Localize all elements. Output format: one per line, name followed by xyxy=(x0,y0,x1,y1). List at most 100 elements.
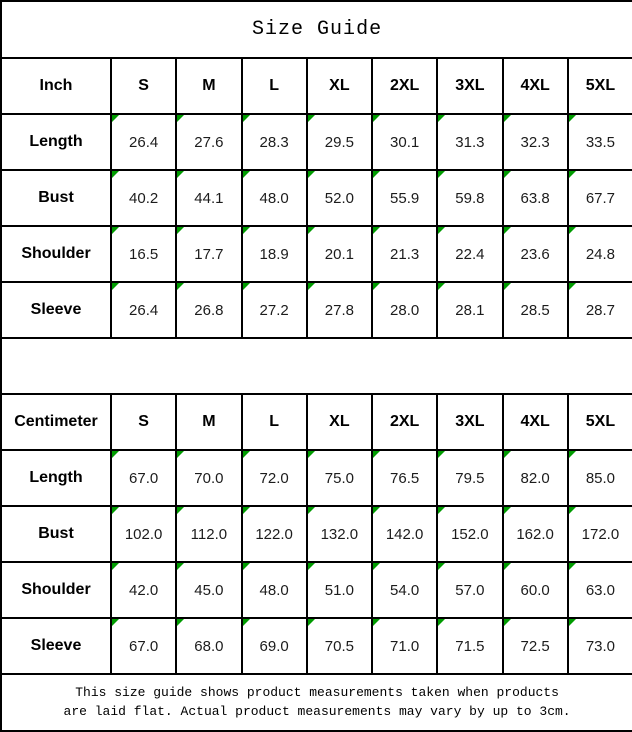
measurement-value: 52.0 xyxy=(305,169,374,227)
measurement-value: 42.0 xyxy=(109,561,178,619)
measurement-value: 67.7 xyxy=(566,169,632,227)
cell-marker-icon xyxy=(439,452,446,458)
measurement-row-sleeve: Sleeve 26.4 26.8 27.2 27.8 28.0 28.1 28.5 28.7 xyxy=(0,281,632,339)
cell-marker-icon xyxy=(308,452,315,458)
spacer-cell xyxy=(0,337,632,395)
measurement-value: 76.5 xyxy=(370,449,439,507)
cell-marker-icon xyxy=(374,228,380,234)
cell-marker-icon xyxy=(374,116,380,122)
cell-marker-icon xyxy=(569,564,576,570)
measurement-label: Length xyxy=(0,449,112,507)
measurement-value: 16.5 xyxy=(109,225,178,283)
measurement-value: 72.5 xyxy=(501,617,569,675)
cell-marker-icon xyxy=(308,508,315,514)
cell-marker-icon xyxy=(113,508,119,514)
cell-marker-icon xyxy=(504,116,511,122)
measurement-label: Shoulder xyxy=(0,561,112,619)
measurement-value: 24.8 xyxy=(566,225,632,283)
footer-note: This size guide shows product measuremen… xyxy=(0,673,632,732)
measurement-row-length: Length 26.4 27.6 28.3 29.5 30.1 31.3 32.3 33.5 xyxy=(0,113,632,171)
cell-marker-icon xyxy=(113,172,119,178)
measurement-value: 51.0 xyxy=(305,561,374,619)
measurement-value: 67.0 xyxy=(109,617,178,675)
cell-marker-icon xyxy=(178,564,185,570)
measurement-value: 28.7 xyxy=(566,281,632,339)
measurement-value: 26.4 xyxy=(109,281,178,339)
size-column-header: L xyxy=(240,393,308,451)
cell-marker-icon xyxy=(504,452,511,458)
cell-marker-icon xyxy=(504,172,511,178)
size-column-header: 5XL xyxy=(566,393,632,451)
cell-marker-icon xyxy=(178,284,185,290)
cell-marker-icon xyxy=(113,564,119,570)
measurement-label: Sleeve xyxy=(0,281,112,339)
measurement-value: 152.0 xyxy=(436,505,504,563)
measurement-value: 28.3 xyxy=(240,113,308,171)
measurement-row-shoulder: Shoulder 42.0 45.0 48.0 51.0 54.0 57.0 60.0 63.0 xyxy=(0,561,632,619)
size-header-row-centimeter: Centimeter S M L XL 2XL 3XL 4XL 5XL xyxy=(0,393,632,451)
size-column-header: S xyxy=(109,393,178,451)
unit-label: Centimeter xyxy=(0,393,112,451)
cell-marker-icon xyxy=(439,228,446,234)
measurement-value: 63.8 xyxy=(501,169,569,227)
cell-marker-icon xyxy=(178,228,185,234)
measurement-value: 68.0 xyxy=(175,617,243,675)
cell-marker-icon xyxy=(178,620,185,626)
measurement-value: 70.0 xyxy=(175,449,243,507)
measurement-value: 27.8 xyxy=(305,281,374,339)
measurement-value: 26.8 xyxy=(175,281,243,339)
size-column-header: M xyxy=(175,393,243,451)
cell-marker-icon xyxy=(243,284,250,290)
cell-marker-icon xyxy=(243,172,250,178)
cell-marker-icon xyxy=(569,172,576,178)
cell-marker-icon xyxy=(569,228,576,234)
measurement-value: 70.5 xyxy=(305,617,374,675)
measurement-value: 48.0 xyxy=(240,561,308,619)
measurement-value: 44.1 xyxy=(175,169,243,227)
size-column-header: XL xyxy=(305,57,374,115)
size-column-header: 5XL xyxy=(566,57,632,115)
measurement-value: 172.0 xyxy=(566,505,632,563)
measurement-value: 69.0 xyxy=(240,617,308,675)
cell-marker-icon xyxy=(569,620,576,626)
cell-marker-icon xyxy=(439,564,446,570)
cell-marker-icon xyxy=(243,508,250,514)
cell-marker-icon xyxy=(308,172,315,178)
cell-marker-icon xyxy=(113,620,119,626)
cell-marker-icon xyxy=(374,452,380,458)
cell-marker-icon xyxy=(308,116,315,122)
size-column-header: XL xyxy=(305,393,374,451)
measurement-label: Shoulder xyxy=(0,225,112,283)
measurement-value: 40.2 xyxy=(109,169,178,227)
cell-marker-icon xyxy=(439,116,446,122)
measurement-value: 18.9 xyxy=(240,225,308,283)
measurement-value: 162.0 xyxy=(501,505,569,563)
measurement-label: Bust xyxy=(0,505,112,563)
cell-marker-icon xyxy=(504,620,511,626)
measurement-row-sleeve: Sleeve 67.0 68.0 69.0 70.5 71.0 71.5 72.5 73.0 xyxy=(0,617,632,675)
measurement-value: 85.0 xyxy=(566,449,632,507)
measurement-value: 23.6 xyxy=(501,225,569,283)
measurement-value: 82.0 xyxy=(501,449,569,507)
measurement-value: 112.0 xyxy=(175,505,243,563)
cell-marker-icon xyxy=(243,452,250,458)
cell-marker-icon xyxy=(113,228,119,234)
measurement-value: 27.6 xyxy=(175,113,243,171)
measurement-row-shoulder: Shoulder 16.5 17.7 18.9 20.1 21.3 22.4 23.6 24.8 xyxy=(0,225,632,283)
unit-label: Inch xyxy=(0,57,112,115)
measurement-value: 132.0 xyxy=(305,505,374,563)
cell-marker-icon xyxy=(439,508,446,514)
cell-marker-icon xyxy=(374,172,380,178)
size-column-header: 2XL xyxy=(370,393,439,451)
measurement-value: 22.4 xyxy=(436,225,504,283)
cell-marker-icon xyxy=(178,508,185,514)
cell-marker-icon xyxy=(504,564,511,570)
cell-marker-icon xyxy=(243,228,250,234)
size-column-header: 4XL xyxy=(501,57,569,115)
cell-marker-icon xyxy=(243,116,250,122)
measurement-value: 55.9 xyxy=(370,169,439,227)
spacer-row xyxy=(0,337,632,395)
cell-marker-icon xyxy=(504,508,511,514)
cell-marker-icon xyxy=(374,620,380,626)
